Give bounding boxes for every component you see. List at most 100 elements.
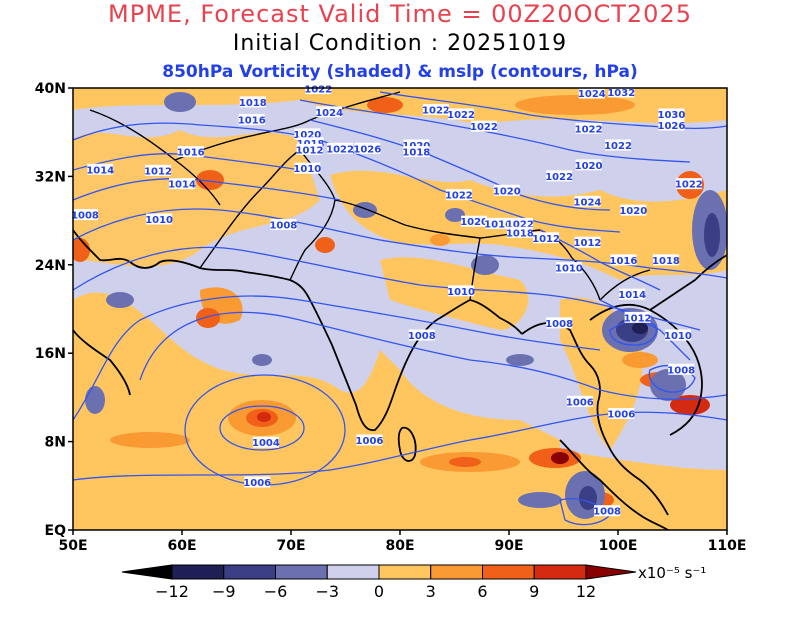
lon-tick-label: 70E (276, 538, 305, 554)
contour-label: 1006 (607, 407, 635, 420)
contour-label: 1026 (657, 119, 685, 132)
contour-label: 1022 (506, 217, 534, 230)
contour-label: 1020 (293, 128, 321, 141)
svg-text:1008: 1008 (71, 211, 99, 222)
contour-label: 1022 (304, 83, 332, 96)
svg-text:1004: 1004 (252, 438, 280, 449)
svg-text:1022: 1022 (445, 191, 473, 202)
colorbar-unit: x10⁻⁵ s⁻¹ (638, 564, 706, 582)
lat-tick-label: 8N (45, 435, 66, 451)
svg-text:1032: 1032 (607, 88, 635, 99)
svg-text:1018: 1018 (652, 256, 680, 267)
svg-text:1006: 1006 (566, 397, 594, 408)
contour-label: 1010 (555, 262, 583, 275)
colorbar-segment (378, 564, 432, 580)
contour-label: 1020 (460, 215, 488, 228)
svg-text:1024: 1024 (574, 197, 602, 208)
svg-text:1006: 1006 (243, 478, 271, 489)
colorbar-label: 9 (529, 582, 539, 601)
svg-text:1016: 1016 (610, 256, 638, 267)
svg-text:1006: 1006 (356, 436, 384, 447)
contour-label: 1022 (470, 120, 498, 133)
lat-tick-label: 16N (35, 346, 66, 362)
colorbar-label: 3 (426, 582, 436, 601)
svg-text:1020: 1020 (619, 206, 647, 217)
contour-label: 1022 (604, 139, 632, 152)
lon-tick-label: 50E (58, 538, 87, 554)
svg-text:1008: 1008 (269, 221, 297, 232)
contour-label: 1018 (239, 96, 267, 109)
contour-label: 1014 (86, 163, 114, 176)
colorbar-segment (482, 564, 535, 580)
svg-text:1026: 1026 (353, 144, 381, 155)
contour-label: 1022 (326, 142, 354, 155)
svg-text:1022: 1022 (545, 172, 573, 183)
colorbar: −12 −9 −6 −3 0 3 6 9 12 x10⁻⁵ s⁻¹ (121, 564, 706, 601)
lon-tick-label: 60E (167, 538, 196, 554)
svg-text:1020: 1020 (293, 130, 321, 141)
contour-label: 1014 (168, 178, 196, 191)
contour-label: 1008 (269, 219, 297, 232)
colorbar-label: 0 (374, 582, 384, 601)
longitude-axis: 50E 60E 70E 80E 90E 100E 110E (58, 530, 746, 554)
contour-label: 1012 (144, 164, 172, 177)
contour-label: 1006 (243, 476, 271, 489)
contour-label: 1010 (447, 285, 475, 298)
colorbar-min-arrow (121, 564, 173, 580)
svg-text:1012: 1012 (574, 238, 602, 249)
svg-text:1010: 1010 (145, 215, 173, 226)
contour-label: 1026 (353, 142, 381, 155)
colorbar-segment (275, 564, 328, 580)
contour-label: 1014 (618, 288, 646, 301)
lat-tick-label: EQ (45, 523, 67, 539)
contour-labels: 1022101810161024102010181012102210261020… (71, 83, 703, 518)
contour-label: 1006 (566, 395, 594, 408)
contour-label: 1012 (532, 232, 560, 245)
svg-text:1010: 1010 (555, 264, 583, 275)
contour-label: 1012 (624, 311, 652, 324)
contour-label: 1012 (574, 236, 602, 249)
chart-title: MPME, Forecast Valid Time = 00Z20OCT2025 (108, 0, 692, 28)
contour-label: 1004 (252, 436, 280, 449)
contour-label: 1010 (664, 329, 692, 342)
colorbar-segment (223, 564, 276, 580)
colorbar-segment (533, 564, 587, 580)
svg-text:1022: 1022 (422, 106, 450, 117)
svg-text:1022: 1022 (326, 144, 354, 155)
svg-text:1016: 1016 (238, 116, 266, 127)
colorbar-segment (171, 564, 225, 580)
contour-label: 1024 (315, 106, 343, 119)
contour-label: 1020 (493, 184, 521, 197)
latitude-axis: 40N 32N 24N 16N 8N EQ (35, 81, 73, 539)
colorbar-max-arrow (585, 564, 637, 580)
lon-tick-label: 100E (599, 538, 638, 554)
colorbar-label: 6 (477, 582, 487, 601)
svg-text:1016: 1016 (484, 219, 512, 230)
contour-label: 1022 (675, 178, 703, 191)
contour-label: 1008 (71, 209, 99, 222)
contour-label: 1022 (545, 170, 573, 183)
svg-text:1022: 1022 (575, 124, 603, 135)
lon-tick-label: 110E (708, 538, 747, 554)
contour-label: 1006 (356, 434, 384, 447)
svg-text:1024: 1024 (315, 108, 343, 119)
svg-text:1006: 1006 (607, 409, 635, 420)
lon-tick-label: 90E (494, 538, 523, 554)
contour-label: 1018 (506, 226, 534, 239)
svg-text:1014: 1014 (86, 165, 114, 176)
svg-text:1022: 1022 (304, 85, 332, 96)
colorbar-label: −6 (264, 582, 288, 601)
svg-text:1022: 1022 (447, 110, 475, 121)
contour-label: 1008 (667, 363, 695, 376)
svg-text:1010: 1010 (447, 287, 475, 298)
contour-label: 1018 (652, 254, 680, 267)
contour-label: 1010 (293, 162, 321, 175)
contour-label: 1008 (408, 329, 436, 342)
lat-tick-label: 40N (35, 81, 66, 97)
svg-text:1018: 1018 (402, 148, 430, 159)
contour-label: 1024 (574, 195, 602, 208)
colorbar-label: 12 (576, 582, 596, 601)
contour-label: 1024 (578, 87, 606, 100)
svg-text:1020: 1020 (575, 161, 603, 172)
svg-text:1008: 1008 (545, 319, 573, 330)
